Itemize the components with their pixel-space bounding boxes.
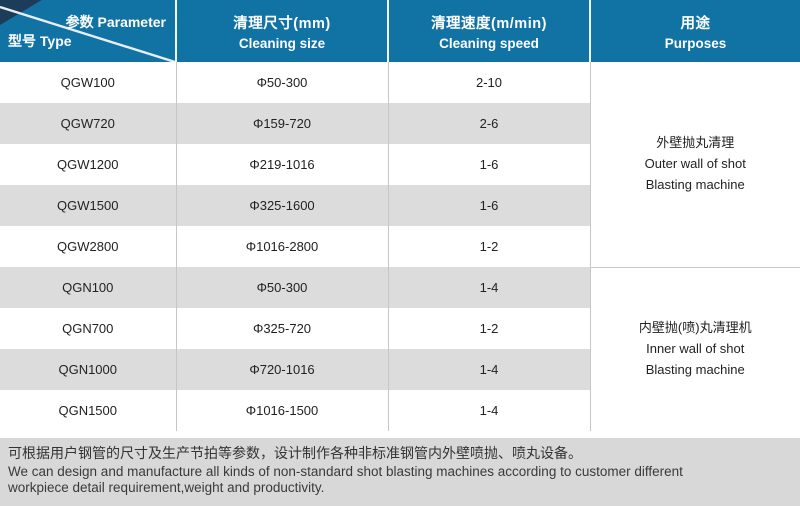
cleaning-size-label-zh: 清理尺寸(mm): [233, 15, 331, 32]
size-cell: Φ219-1016: [175, 144, 388, 185]
footer-line-en-1: We can design and manufacture all kinds …: [8, 463, 683, 479]
table-row: QGW1200 Φ219-1016 1-6: [0, 144, 800, 185]
purpose-cell-inner-wall: 内壁抛(喷)丸清理机 Inner wall of shot Blasting m…: [589, 267, 800, 431]
speed-cell: 1-4: [387, 349, 590, 390]
speed-cell: 2-6: [387, 103, 590, 144]
purposes-label-zh: 用途: [680, 15, 711, 32]
header-type-label: 型号 Type: [8, 33, 72, 49]
purpose-cell-outer-wall: 外壁抛丸清理 Outer wall of shot Blasting machi…: [589, 62, 800, 268]
corner-header-cell: 参数 Parameter 型号 Type: [0, 0, 176, 62]
size-cell: Φ1016-1500: [175, 390, 388, 431]
speed-cell: 1-2: [387, 308, 590, 349]
footer-line-zh: 可根据用户钢管的尺寸及生产节拍等参数，设计制作各种非标准钢管内外壁喷抛、喷丸设备…: [8, 445, 582, 461]
cleaning-speed-label-en: Cleaning speed: [439, 35, 539, 51]
cleaning-speed-label-zh: 清理速度(m/min): [431, 15, 547, 32]
cleaning-size-label-en: Cleaning size: [238, 35, 326, 51]
footer-note: 可根据用户钢管的尺寸及生产节拍等参数，设计制作各种非标准钢管内外壁喷抛、喷丸设备…: [0, 438, 800, 506]
diagonal-divider: [0, 0, 175, 62]
table-body: QGW100 Φ50-300 2-10 外壁抛丸清理 Outer wall of…: [0, 62, 800, 431]
model-cell: QGN1500: [0, 390, 176, 431]
table-row: QGW720 Φ159-720 2-6: [0, 103, 800, 144]
model-cell: QGW1200: [0, 144, 176, 185]
model-cell: QGW2800: [0, 226, 176, 267]
model-cell: QGN100: [0, 267, 176, 308]
purposes-label-en: Purposes: [664, 35, 727, 51]
purpose-en-line1: Outer wall of shot: [644, 155, 746, 171]
model-cell: QGW100: [0, 62, 176, 103]
purpose-en-line2: Blasting machine: [645, 361, 745, 377]
speed-cell: 1-4: [387, 267, 590, 308]
speed-cell: 2-10: [387, 62, 590, 103]
speed-cell: 1-6: [387, 144, 590, 185]
purpose-en-line1: Inner wall of shot: [646, 340, 745, 356]
size-cell: Φ1016-2800: [175, 226, 388, 267]
table-row: QGN700 Φ325-720 1-2: [0, 308, 800, 349]
table-row: QGN1000 Φ720-1016 1-4: [0, 349, 800, 390]
model-cell: QGN700: [0, 308, 176, 349]
size-cell: Φ50-300: [175, 267, 388, 308]
size-cell: Φ325-1600: [175, 185, 388, 226]
table-row: QGN1500 Φ1016-1500 1-4: [0, 390, 800, 431]
table-row: QGN100 Φ50-300 1-4 内壁抛(喷)丸清理机 Inner wall…: [0, 267, 800, 431]
size-cell: Φ159-720: [175, 103, 388, 144]
purpose-zh: 外壁抛丸清理: [656, 135, 735, 151]
size-cell: Φ50-300: [175, 62, 388, 103]
speed-cell: 1-2: [387, 226, 590, 267]
col-header-cleaning-speed: 清理速度(m/min) Cleaning speed: [387, 0, 590, 62]
table-header: 参数 Parameter 型号 Type 清理尺寸(mm) Cleaning s…: [0, 0, 800, 62]
model-cell: QGW720: [0, 103, 176, 144]
speed-cell: 1-4: [387, 390, 590, 431]
table-row: QGW2800 Φ1016-2800 1-2: [0, 226, 800, 267]
table-row: QGW100 Φ50-300 2-10 外壁抛丸清理 Outer wall of…: [0, 62, 800, 268]
col-header-purposes: 用途 Purposes: [589, 0, 800, 62]
col-header-cleaning-size: 清理尺寸(mm) Cleaning size: [175, 0, 388, 62]
purpose-en-line2: Blasting machine: [645, 176, 745, 192]
model-cell: QGN1000: [0, 349, 176, 390]
footer-line-en-2: workpiece detail requirement,weight and …: [8, 479, 325, 495]
model-cell: QGW1500: [0, 185, 176, 226]
spec-table: 参数 Parameter 型号 Type 清理尺寸(mm) Cleaning s…: [0, 0, 800, 431]
purpose-zh: 内壁抛(喷)丸清理机: [638, 320, 752, 336]
size-cell: Φ325-720: [175, 308, 388, 349]
speed-cell: 1-6: [387, 185, 590, 226]
size-cell: Φ720-1016: [175, 349, 388, 390]
header-parameter-label: 参数 Parameter: [65, 14, 166, 30]
table-row: QGW1500 Φ325-1600 1-6: [0, 185, 800, 226]
